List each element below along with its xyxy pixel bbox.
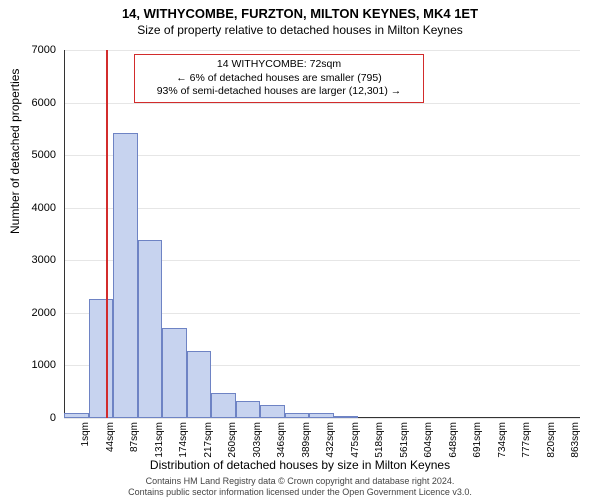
annotation-line: 14 WITHYCOMBE: 72sqm [141, 58, 417, 72]
y-tick-label: 1000 [16, 359, 56, 371]
x-tick-label: 734sqm [497, 422, 508, 462]
plot-area: 14 WITHYCOMBE: 72sqm← 6% of detached hou… [64, 50, 580, 418]
histogram-bar [211, 393, 236, 418]
annotation-line: 93% of semi-detached houses are larger (… [141, 85, 417, 99]
footer-attribution: Contains HM Land Registry data © Crown c… [0, 476, 600, 499]
histogram-bar [162, 328, 187, 418]
x-tick-label: 346sqm [276, 422, 287, 462]
histogram-bar [89, 299, 114, 418]
chart-title-line1: 14, WITHYCOMBE, FURZTON, MILTON KEYNES, … [0, 0, 600, 21]
y-tick-label: 6000 [16, 97, 56, 109]
x-tick-label: 777sqm [521, 422, 532, 462]
x-tick-label: 604sqm [423, 422, 434, 462]
footer-line1: Contains HM Land Registry data © Crown c… [146, 476, 455, 486]
x-tick-label: 87sqm [129, 422, 140, 462]
x-tick-label: 389sqm [301, 422, 312, 462]
grid-line [64, 155, 580, 156]
footer-line2: Contains public sector information licen… [128, 487, 472, 497]
property-marker-line [106, 50, 108, 418]
x-tick-label: 131sqm [154, 422, 165, 462]
grid-line [64, 418, 580, 419]
x-tick-label: 217sqm [203, 422, 214, 462]
histogram-bar [236, 401, 261, 418]
histogram-bar [260, 405, 285, 418]
chart-title-line2: Size of property relative to detached ho… [0, 21, 600, 37]
x-tick-label: 518sqm [374, 422, 385, 462]
grid-line [64, 208, 580, 209]
y-tick-label: 4000 [16, 202, 56, 214]
x-tick-label: 561sqm [399, 422, 410, 462]
grid-line [64, 50, 580, 51]
x-tick-label: 260sqm [227, 422, 238, 462]
histogram-bar [334, 416, 359, 418]
x-tick-label: 174sqm [178, 422, 189, 462]
histogram-bar [113, 133, 138, 418]
x-tick-label: 475sqm [350, 422, 361, 462]
y-tick-label: 0 [16, 412, 56, 424]
annotation-box: 14 WITHYCOMBE: 72sqm← 6% of detached hou… [134, 54, 424, 103]
histogram-bar [309, 413, 334, 418]
histogram-bar [64, 413, 89, 418]
annotation-line: ← 6% of detached houses are smaller (795… [141, 72, 417, 86]
x-tick-label: 303sqm [252, 422, 263, 462]
y-axis-line [64, 50, 65, 418]
x-tick-label: 648sqm [448, 422, 459, 462]
histogram-bar [285, 413, 310, 418]
histogram-bar [138, 240, 163, 418]
x-tick-label: 820sqm [546, 422, 557, 462]
y-tick-label: 5000 [16, 149, 56, 161]
histogram-bar [187, 351, 212, 418]
y-tick-label: 7000 [16, 44, 56, 56]
x-tick-label: 863sqm [570, 422, 581, 462]
y-tick-label: 2000 [16, 307, 56, 319]
x-tick-label: 691sqm [472, 422, 483, 462]
y-tick-label: 3000 [16, 254, 56, 266]
x-tick-label: 44sqm [105, 422, 116, 462]
x-tick-label: 432sqm [325, 422, 336, 462]
x-tick-label: 1sqm [80, 422, 91, 462]
x-axis-label: Distribution of detached houses by size … [0, 458, 600, 472]
